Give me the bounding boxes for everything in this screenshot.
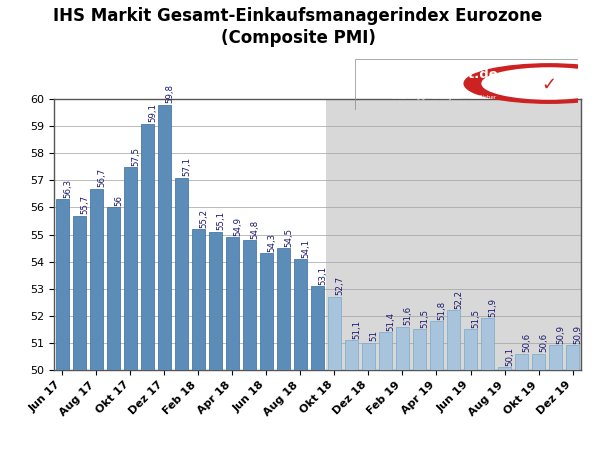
Text: 50,1: 50,1 (505, 347, 514, 366)
Text: 54,9: 54,9 (233, 217, 242, 236)
Bar (311, 286, 324, 370)
Bar (158, 105, 170, 370)
Bar (141, 124, 154, 370)
Text: 51,6: 51,6 (403, 306, 412, 325)
Bar (192, 229, 204, 370)
Text: 50,6: 50,6 (539, 333, 548, 352)
Text: 53,1: 53,1 (318, 266, 327, 285)
Bar (413, 329, 426, 370)
Bar (379, 332, 392, 370)
Text: 51: 51 (370, 331, 378, 341)
Text: 57,1: 57,1 (182, 157, 191, 176)
Bar (175, 178, 188, 370)
Text: 56: 56 (114, 195, 123, 206)
Text: 50,9: 50,9 (573, 325, 582, 344)
Bar (396, 327, 409, 370)
Text: 57,5: 57,5 (131, 147, 140, 166)
Text: 56,7: 56,7 (97, 168, 106, 187)
Bar (515, 354, 528, 370)
Bar (209, 232, 222, 370)
Bar (481, 318, 494, 370)
Text: 52,7: 52,7 (335, 276, 344, 295)
Text: (Composite PMI): (Composite PMI) (221, 29, 375, 47)
Text: IHS Markit Gesamt-Einkaufsmanagerindex Eurozone: IHS Markit Gesamt-Einkaufsmanagerindex E… (54, 7, 542, 25)
Text: 51,5: 51,5 (471, 309, 480, 328)
Text: 52,2: 52,2 (454, 290, 463, 309)
Bar (430, 321, 443, 370)
Bar (549, 345, 562, 370)
Bar (260, 253, 273, 370)
Bar (277, 248, 290, 370)
Bar (124, 167, 136, 370)
Text: 51,4: 51,4 (386, 312, 395, 331)
Text: ✓: ✓ (542, 76, 557, 93)
Bar (328, 297, 341, 370)
Bar (90, 189, 103, 370)
Text: 59,1: 59,1 (148, 103, 157, 122)
Circle shape (482, 68, 596, 99)
Text: unabhängig • strategisch • trefflicher: unabhängig • strategisch • trefflicher (392, 95, 496, 100)
Text: 51,8: 51,8 (437, 301, 446, 320)
Text: 59,8: 59,8 (165, 84, 174, 103)
Text: 55,2: 55,2 (199, 209, 208, 228)
Bar (56, 199, 69, 370)
Text: 51,1: 51,1 (352, 320, 361, 339)
Text: 50,6: 50,6 (523, 333, 532, 352)
Text: 51,9: 51,9 (488, 298, 498, 317)
Text: 54,5: 54,5 (284, 228, 293, 247)
Text: 54,3: 54,3 (267, 233, 276, 252)
Text: stockstreet.de: stockstreet.de (390, 68, 498, 81)
Bar (326, 99, 581, 370)
Text: 56,3: 56,3 (63, 179, 72, 198)
Bar (362, 343, 375, 370)
Bar (532, 354, 545, 370)
Bar (107, 207, 120, 370)
Bar (243, 240, 256, 370)
Text: 51,5: 51,5 (420, 309, 429, 328)
Text: 54,8: 54,8 (250, 220, 259, 239)
Bar (498, 367, 511, 370)
Text: 55,7: 55,7 (80, 195, 89, 214)
Text: 54,1: 54,1 (301, 239, 310, 258)
Bar (345, 340, 358, 370)
Text: 50,9: 50,9 (557, 325, 566, 344)
Bar (226, 237, 238, 370)
Circle shape (464, 64, 596, 103)
Bar (566, 345, 579, 370)
Text: 55,1: 55,1 (216, 212, 225, 230)
Bar (294, 259, 307, 370)
Bar (464, 329, 477, 370)
Bar (447, 310, 460, 370)
Bar (73, 216, 86, 370)
